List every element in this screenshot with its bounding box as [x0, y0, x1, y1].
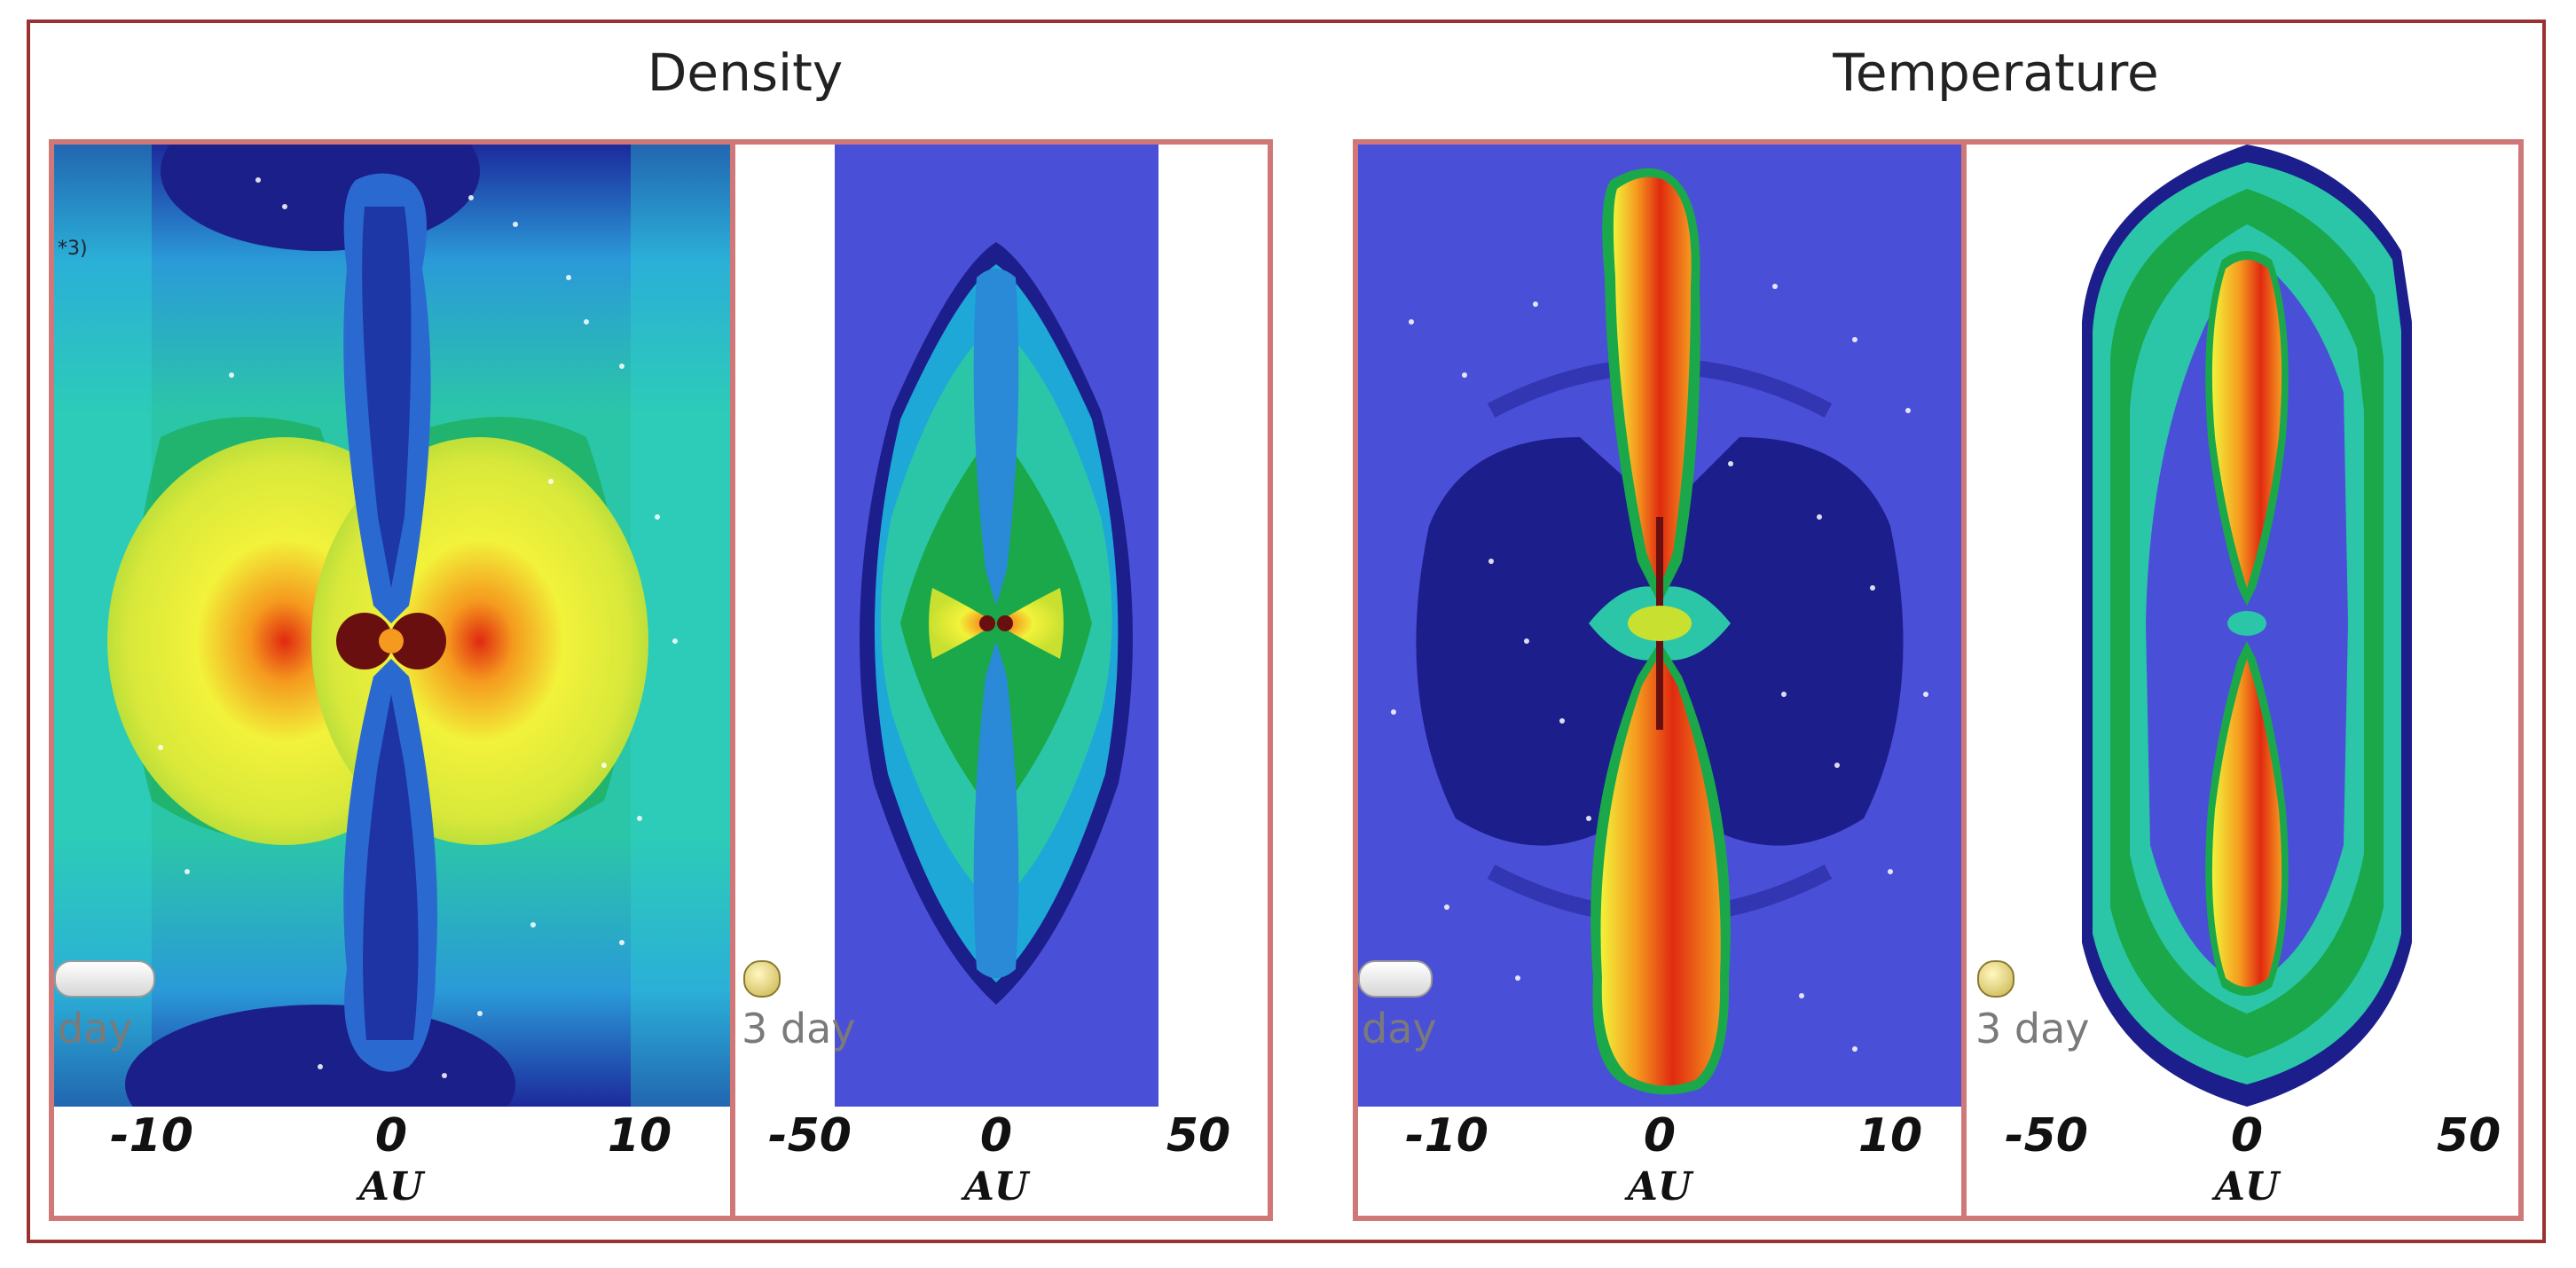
density-small-tick-center: 0 [374, 1109, 408, 1162]
density-large-tick-center: 0 [979, 1109, 1013, 1162]
temperature-large-tick-left: -50 [2005, 1109, 2088, 1162]
temperature-small-image [1358, 145, 1961, 1107]
density-large-tick-right: 50 [1166, 1109, 1231, 1162]
density-large-time-slider[interactable] [743, 960, 781, 998]
density-small-axis-unit: AU [358, 1164, 424, 1209]
temperature-large-time-label: 3 day [1975, 1005, 2090, 1053]
temperature-large-time-slider[interactable] [1977, 960, 2014, 998]
density-small-image [54, 145, 730, 1107]
density-small-time-label: day [58, 1005, 133, 1053]
temperature-small-tick-center: 0 [1643, 1109, 1677, 1162]
temperature-small-time-slider[interactable] [1358, 960, 1433, 998]
density-large-image [835, 145, 1158, 1107]
density-panel-divider [730, 145, 735, 1216]
temperature-panel-divider [1961, 145, 1967, 1216]
density-small-corner-label: *3) [58, 238, 88, 260]
density-large-axis-unit: AU [963, 1164, 1029, 1209]
temperature-large-image [2082, 145, 2412, 1107]
temperature-large-axis-unit: AU [2214, 1164, 2280, 1209]
temperature-small-tick-right: 10 [1857, 1109, 1923, 1162]
temperature-title: Temperature [1833, 43, 2159, 103]
density-small-tick-left: -10 [110, 1109, 193, 1162]
temperature-large-tick-right: 50 [2436, 1109, 2501, 1162]
density-small-tick-right: 10 [607, 1109, 672, 1162]
density-panel-group: *3) day -10 0 10 AU 3 day -50 0 50 AU [49, 139, 1273, 1221]
density-large-time-label: 3 day [742, 1005, 856, 1053]
temperature-panel-group: day -10 0 10 AU 3 day -50 0 50 AU [1353, 139, 2524, 1221]
temperature-small-axis-unit: AU [1627, 1164, 1692, 1209]
density-small-time-slider[interactable] [54, 960, 155, 998]
density-large-tick-left: -50 [768, 1109, 852, 1162]
temperature-large-tick-center: 0 [2230, 1109, 2264, 1162]
density-title: Density [647, 43, 844, 103]
temperature-small-time-label: day [1362, 1005, 1437, 1053]
temperature-small-tick-left: -10 [1405, 1109, 1488, 1162]
